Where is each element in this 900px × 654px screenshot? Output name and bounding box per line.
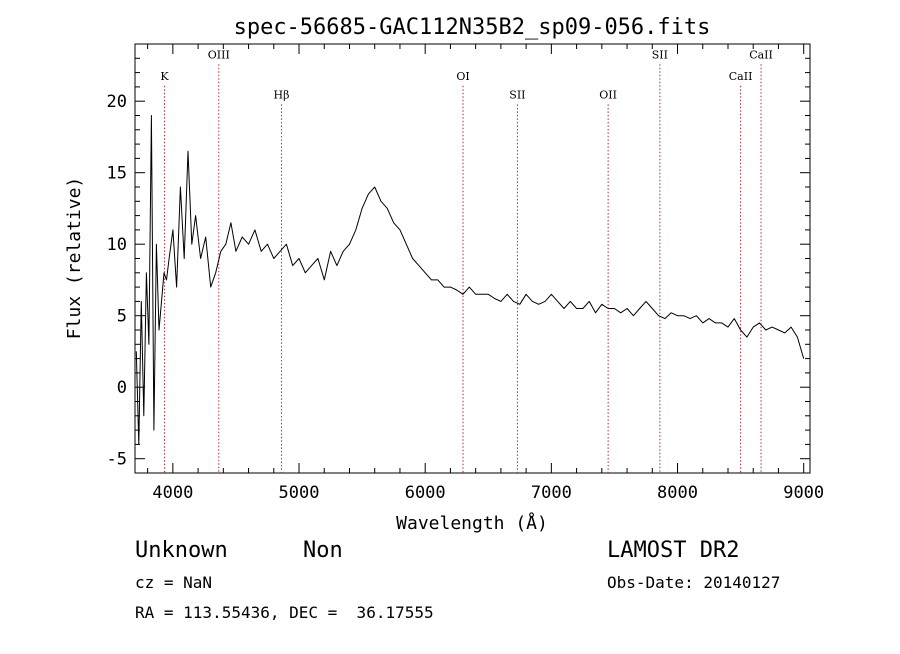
line-marker-label: K [160,70,169,83]
y-tick-label: 5 [117,307,127,327]
object-subclass: Non [303,538,343,563]
line-marker-label: OIII [208,48,230,61]
x-tick-label: 8000 [657,483,698,503]
line-marker-label: OI [456,70,469,83]
y-tick-label: 0 [117,378,127,398]
axes: 4000 5000 6000 7000 8000 9000 -5 0 5 10 15 20 [107,43,824,503]
emission-line-markers: K OIII Hβ OI SII OII SII CaII CaII [160,48,773,473]
cz-value: cz = NaN [135,573,213,592]
line-marker-label: CaII [729,70,753,83]
plot-frame [134,43,811,474]
object-class: Unknown [135,538,228,563]
x-tick-label: 7000 [531,483,572,503]
y-tick-label: 15 [107,164,127,184]
y-tick-label: -5 [107,450,127,470]
x-axis-label: Wavelength (Å) [396,512,548,534]
obs-date: Obs-Date: 20140127 [607,573,781,592]
x-tick-label: 9000 [783,483,824,503]
line-marker-label: SII [509,88,525,101]
chart-title: spec-56685-GAC112N35B2_sp09-056.fits [234,15,711,40]
line-marker-label: Hβ [274,88,290,101]
line-marker-label: OII [599,88,617,101]
x-tick-label: 6000 [405,483,446,503]
series-group [135,115,805,445]
line-marker-label: CaII [749,48,773,61]
x-tick-label: 4000 [152,483,193,503]
spectrum-series-line [135,115,805,445]
survey-name: LAMOST DR2 [607,538,740,563]
line-marker-label: SII [652,48,668,61]
ra-dec: RA = 113.55436, DEC = 36.17555 [135,603,434,622]
y-tick-label: 10 [107,235,127,255]
y-axis-label: Flux (relative) [64,177,85,340]
x-tick-label: 5000 [279,483,320,503]
y-tick-label: 20 [107,92,127,112]
